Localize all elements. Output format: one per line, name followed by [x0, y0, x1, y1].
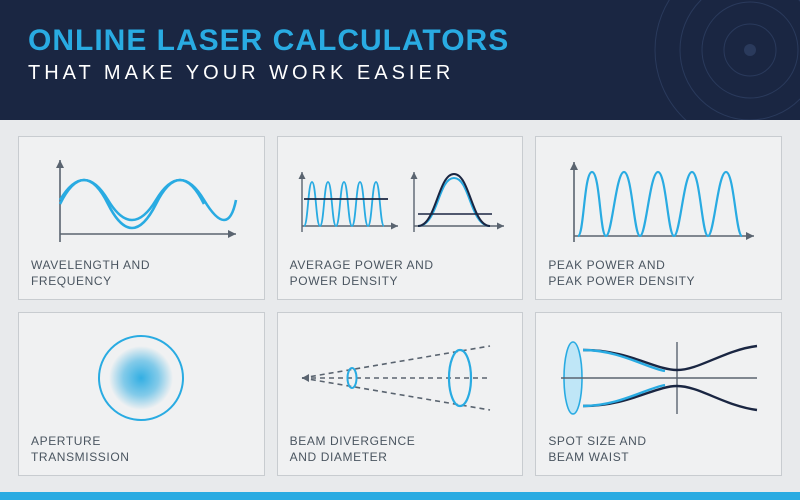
avg-power-illustration [290, 147, 511, 257]
pulse-train-icon [298, 172, 398, 232]
cone-icon [302, 346, 490, 410]
card-grid: WAVELENGTH AND FREQUENCY [0, 120, 800, 492]
divergence-illustration [290, 323, 511, 433]
header-deco-circles [650, 0, 800, 120]
wavelength-illustration [31, 147, 252, 257]
card-divergence[interactable]: BEAM DIVERGENCE AND DIAMETER [277, 312, 524, 476]
card-aperture[interactable]: APERTURE TRANSMISSION [18, 312, 265, 476]
spot-size-illustration [548, 323, 769, 433]
card-label: PEAK POWER AND PEAK POWER DENSITY [548, 257, 769, 289]
sine-wave-icon [60, 180, 236, 220]
card-label: APERTURE TRANSMISSION [31, 433, 252, 465]
beam-lower-icon [583, 386, 757, 410]
axes-icon [56, 160, 236, 242]
card-wavelength[interactable]: WAVELENGTH AND FREQUENCY [18, 136, 265, 300]
pulse-train-large-icon [578, 172, 742, 236]
card-label: SPOT SIZE AND BEAM WAIST [548, 433, 769, 465]
bottom-accent-bar [0, 492, 800, 500]
card-label: BEAM DIVERGENCE AND DIAMETER [290, 433, 511, 465]
card-peak-power[interactable]: PEAK POWER AND PEAK POWER DENSITY [535, 136, 782, 300]
aperture-spot-icon [109, 346, 173, 410]
aperture-illustration [31, 323, 252, 433]
gaussian-icon [410, 172, 504, 232]
card-spot-size[interactable]: SPOT SIZE AND BEAM WAIST [535, 312, 782, 476]
card-label: AVERAGE POWER AND POWER DENSITY [290, 257, 511, 289]
card-label: WAVELENGTH AND FREQUENCY [31, 257, 252, 289]
peak-power-illustration [548, 147, 769, 257]
card-average-power[interactable]: AVERAGE POWER AND POWER DENSITY [277, 136, 524, 300]
header: ONLINE LASER CALCULATORS THAT MAKE YOUR … [0, 0, 800, 120]
axes-icon [570, 162, 754, 242]
beam-upper-icon [583, 346, 757, 370]
